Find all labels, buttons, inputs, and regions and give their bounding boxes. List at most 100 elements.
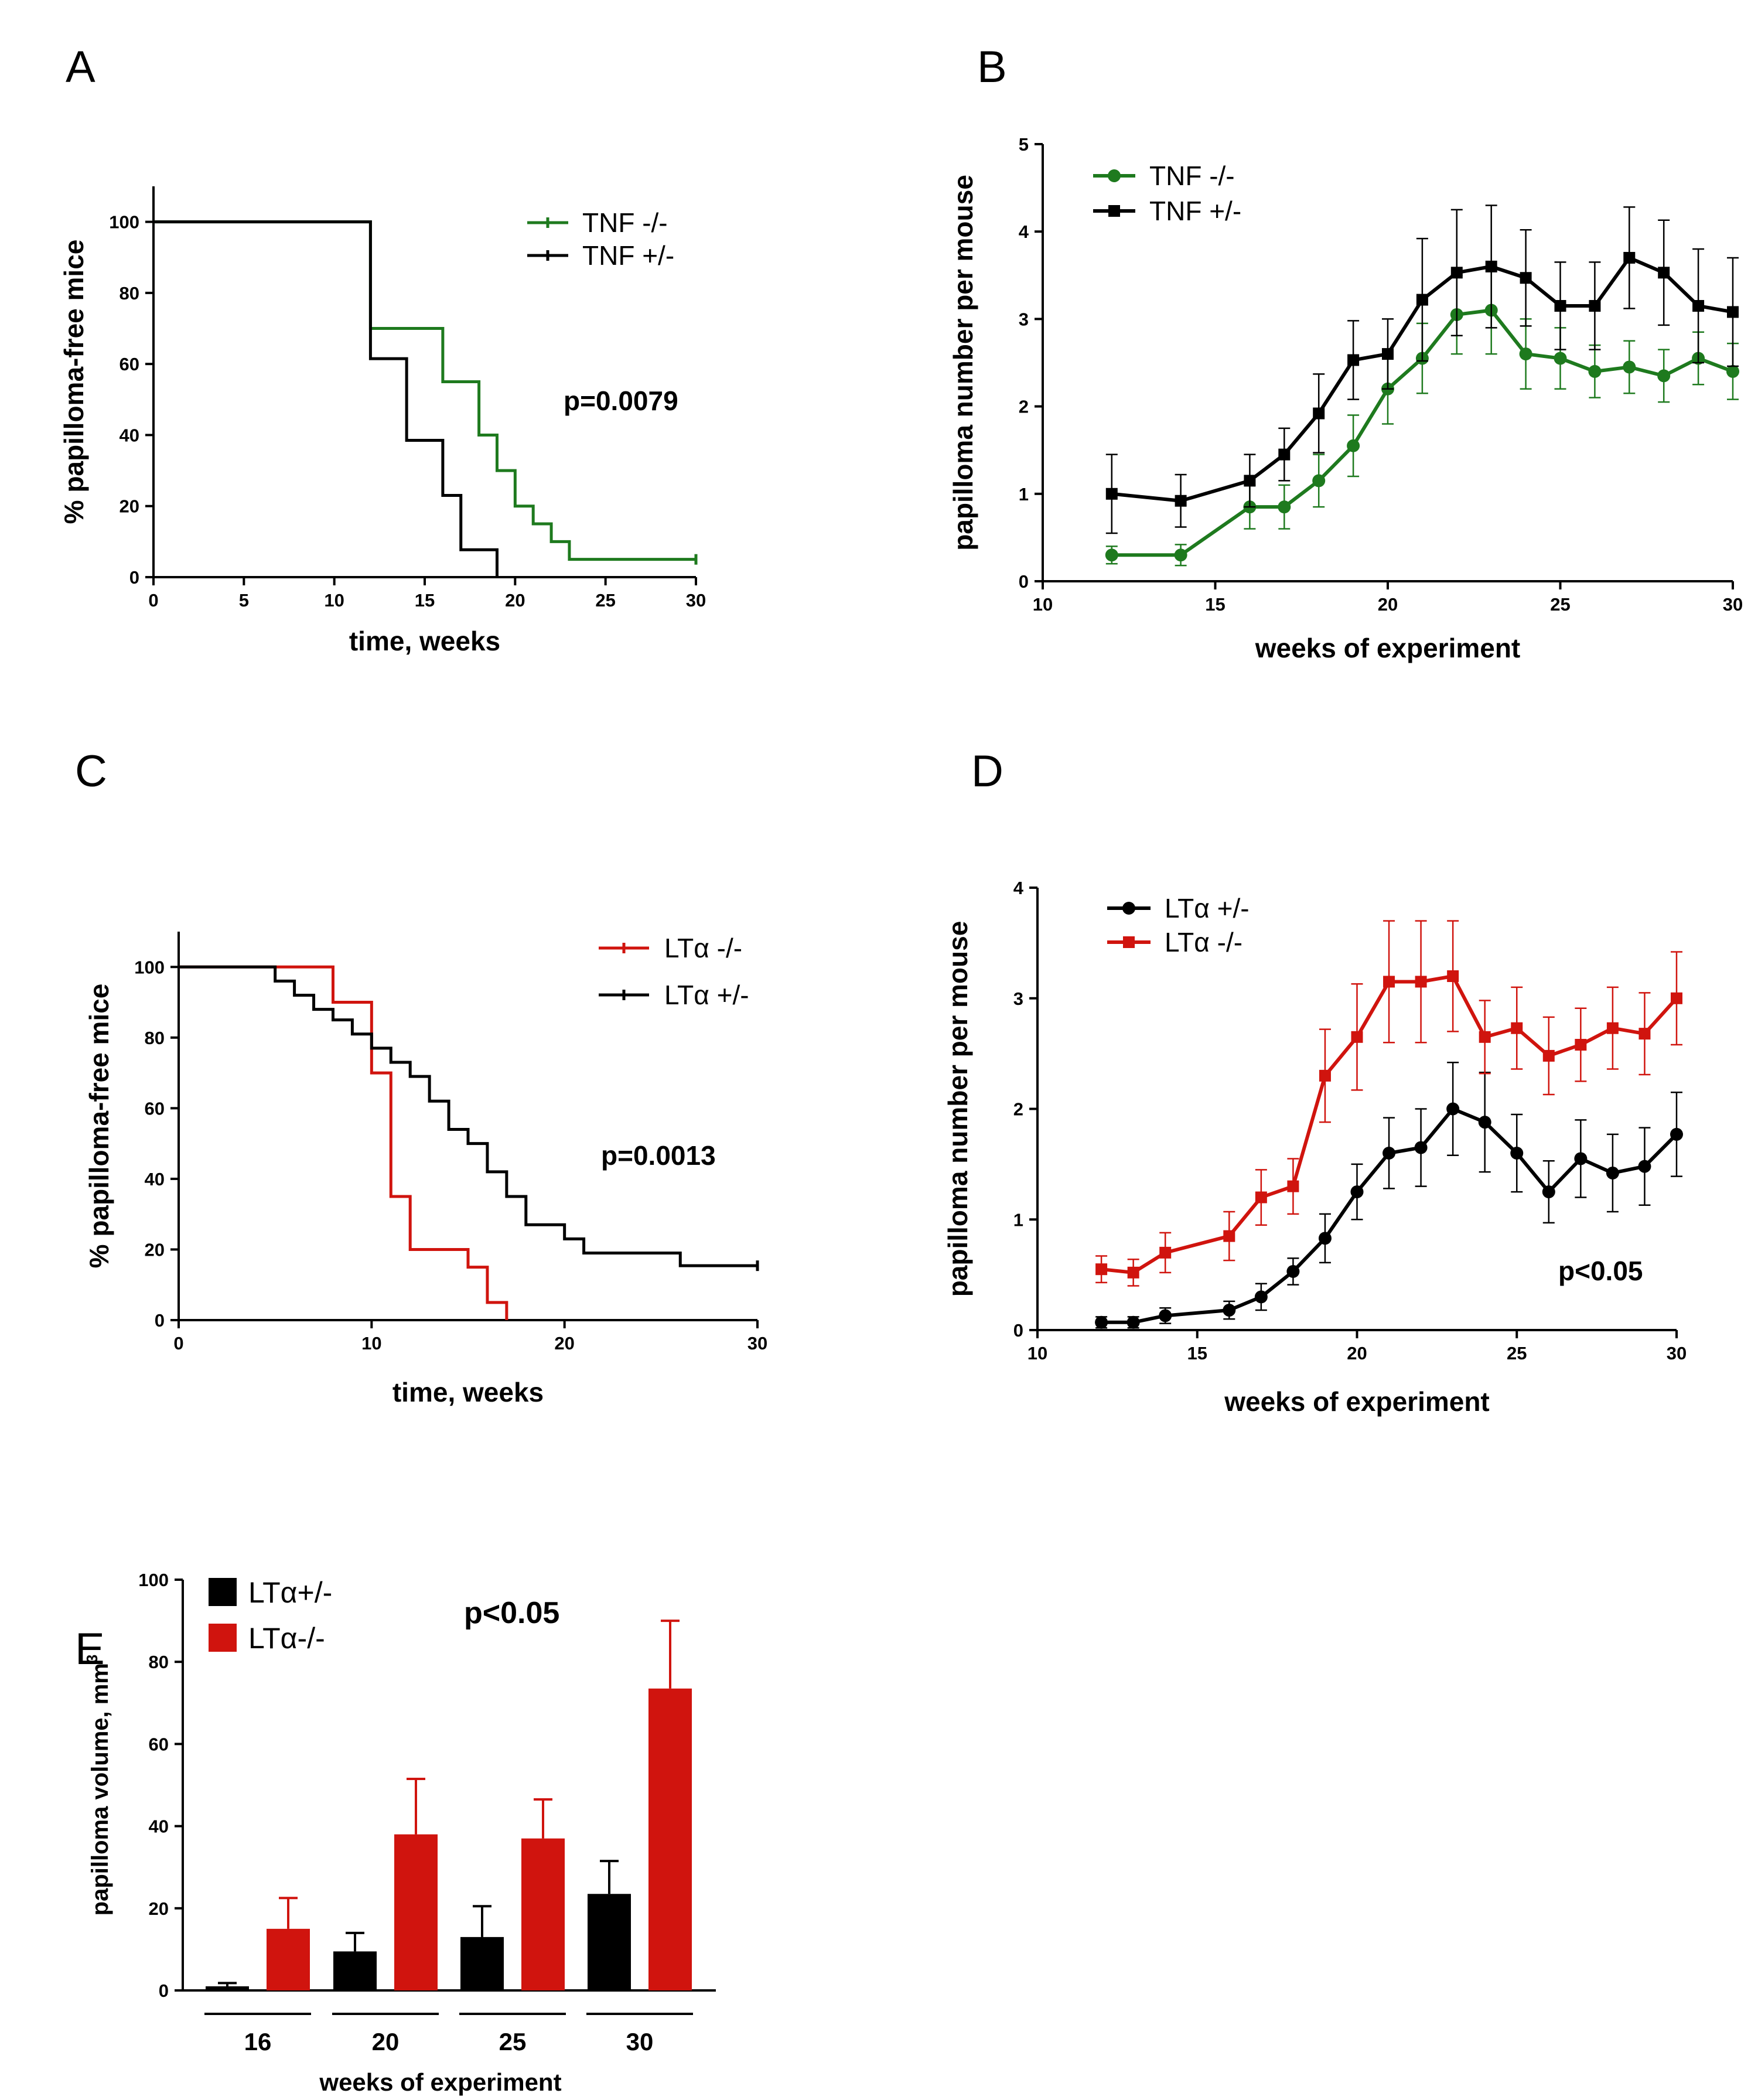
- panel-d-series-1-point: [1383, 976, 1395, 988]
- legend-label-b-1: TNF +/-: [1149, 196, 1241, 226]
- panel-a-y-tick-label: 0: [129, 567, 139, 588]
- panel-b-series-0-point: [1657, 369, 1671, 383]
- panel-b-y-axis-title: papilloma number per mouse: [948, 175, 978, 551]
- panel-d-x-tick-label: 20: [1347, 1343, 1367, 1363]
- panel-d-series-0-point: [1350, 1185, 1364, 1199]
- panel-e-series-0-bar: [460, 1937, 504, 1990]
- panel-e-y-tick-label: 80: [149, 1652, 169, 1672]
- panel-d-y-axis-title: papilloma number per mouse: [943, 921, 973, 1297]
- panel-d-series-0-point: [1254, 1290, 1268, 1304]
- panel-d-x-tick-label: 30: [1667, 1343, 1687, 1363]
- panel-b-series-1-point: [1278, 448, 1291, 461]
- panel-b-x-tick-label: 10: [1033, 594, 1053, 615]
- panel-a-x-tick-label: 10: [324, 590, 344, 611]
- panel-c-series-0-line: [179, 965, 508, 1320]
- legend-label-d-1: LTα -/-: [1165, 927, 1242, 957]
- panel-d-series-1-point: [1223, 1230, 1235, 1242]
- panel-a-y-tick-label: 40: [120, 425, 139, 445]
- panel-a-series-0-line: [153, 220, 696, 561]
- panel-b: B 10 15 20 25 30 0 1 2 3 4 5 weeks of experiment papi…: [948, 42, 1743, 663]
- panel-a-y-tick-label: 80: [120, 283, 139, 304]
- legend-label-a-0: TNF -/-: [582, 207, 668, 238]
- panel-b-series-0-point: [1105, 548, 1118, 562]
- panel-c-y-tick-label: 100: [134, 957, 165, 977]
- panel-b-x-tick-label: 25: [1550, 594, 1570, 615]
- panel-d-series-0-point: [1159, 1309, 1172, 1322]
- panel-c-x-tick-label: 10: [361, 1333, 381, 1354]
- panel-b-series-1-point: [1175, 495, 1187, 507]
- legend-label-d-0: LTα +/-: [1165, 893, 1250, 923]
- panel-d-series-1-point: [1606, 1022, 1619, 1034]
- panel-e-y-tick-label: 60: [149, 1734, 169, 1754]
- panel-b-series-1-point: [1382, 348, 1394, 360]
- panel-d-series-0-point: [1574, 1152, 1588, 1165]
- panel-b-series-1-point: [1347, 354, 1360, 366]
- panel-d-series-1-point: [1287, 1180, 1299, 1192]
- panel-e-y-axis-title-main: papilloma volume, mm: [87, 1663, 113, 1915]
- panel-d-y-tick-label: 2: [1013, 1099, 1023, 1120]
- panel-a-p-value: p=0.0079: [564, 386, 678, 416]
- panel-b-series-0-point: [1519, 347, 1532, 361]
- panel-d-series-0-point: [1478, 1116, 1491, 1129]
- panel-d-series-0-point: [1382, 1147, 1396, 1160]
- panel-d-series-1-point: [1671, 992, 1682, 1004]
- panel-d-series-1-point: [1319, 1069, 1331, 1082]
- panel-e-series-1-bar: [267, 1928, 310, 1990]
- panel-d-x-tick-label: 15: [1187, 1343, 1207, 1363]
- panel-b-series-1-point: [1658, 267, 1670, 279]
- panel-d-p-value: p<0.05: [1558, 1256, 1643, 1286]
- panel-d: D 10 15 20 25 30 0 1 2 3 4 weeks of experiment papil…: [943, 746, 1687, 1417]
- panel-b-series-1-point: [1554, 300, 1566, 312]
- panel-e-series-0-bar: [333, 1951, 377, 1990]
- panel-b-series-1-point: [1623, 251, 1636, 264]
- panel-d-series-1-point: [1095, 1263, 1108, 1276]
- panel-b-series-0-point: [1312, 474, 1326, 488]
- panel-c-y-tick-label: 60: [145, 1098, 165, 1119]
- panel-b-series-1-point: [1105, 488, 1118, 500]
- panel-b-y-tick-label: 3: [1019, 309, 1029, 329]
- panel-b-series-0-point: [1347, 439, 1360, 452]
- panel-a-x-tick-label: 20: [505, 590, 525, 611]
- panel-a-x-tick-label: 15: [415, 590, 435, 611]
- panel-c-x-tick-label: 0: [173, 1333, 183, 1354]
- panel-e-y-tick-label: 40: [149, 1816, 169, 1837]
- panel-a-y-tick-label: 100: [109, 212, 139, 233]
- panel-d-series-1-point: [1447, 970, 1459, 982]
- panel-b-series-0-point: [1174, 548, 1187, 562]
- panel-d-series-0-point: [1286, 1264, 1300, 1278]
- panel-b-series-1-point: [1450, 267, 1463, 279]
- legend-label-e-0: LTα+/-: [248, 1576, 332, 1609]
- panel-a-x-tick-label: 5: [239, 590, 249, 611]
- panel-label-b: B: [977, 42, 1007, 92]
- panel-e-category-label: 25: [499, 2028, 527, 2055]
- panel-d-series-1-point: [1542, 1049, 1555, 1062]
- panel-e-category-label: 16: [244, 2028, 272, 2055]
- panel-c-y-tick-label: 40: [145, 1169, 165, 1189]
- panel-label-a: A: [66, 42, 95, 92]
- panel-b-series-0-point: [1726, 364, 1739, 378]
- panel-e-p-value: p<0.05: [464, 1596, 559, 1630]
- panel-d-series-1-point: [1415, 976, 1427, 988]
- panel-c-y-tick-label: 0: [155, 1310, 165, 1331]
- panel-e-series-0-bar: [206, 1986, 249, 1990]
- panel-label-d: D: [971, 746, 1003, 796]
- panel-b-y-tick-label: 1: [1019, 484, 1029, 504]
- panel-c-x-tick-label: 20: [554, 1333, 574, 1354]
- legend-swatch-e-1: [209, 1624, 237, 1652]
- panel-e-series-1-bar: [648, 1688, 692, 1990]
- panel-d-series-0-point: [1414, 1141, 1428, 1154]
- panel-d-y-tick-label: 3: [1013, 988, 1023, 1009]
- panel-d-series-1-point: [1479, 1031, 1491, 1043]
- panel-a-x-tick-label: 30: [686, 590, 706, 611]
- panel-d-y-tick-label: 4: [1013, 878, 1024, 898]
- panel-d-series-1-point: [1638, 1028, 1651, 1040]
- panel-d-y-tick-label: 0: [1013, 1320, 1023, 1341]
- panel-d-series-0-point: [1606, 1166, 1619, 1179]
- panel-b-series-0-point: [1623, 360, 1636, 374]
- panel-b-series-1-point: [1520, 272, 1532, 284]
- panel-b-series-1-point: [1692, 300, 1705, 312]
- panel-d-y-tick-label: 1: [1013, 1209, 1023, 1230]
- panel-a-y-tick-label: 60: [120, 354, 139, 374]
- legend-swatch-e-0: [209, 1578, 237, 1606]
- panel-a: A 0 5 10 15 20 25 30 0 20 40 60 80 100 time, weeks % pa…: [59, 42, 706, 656]
